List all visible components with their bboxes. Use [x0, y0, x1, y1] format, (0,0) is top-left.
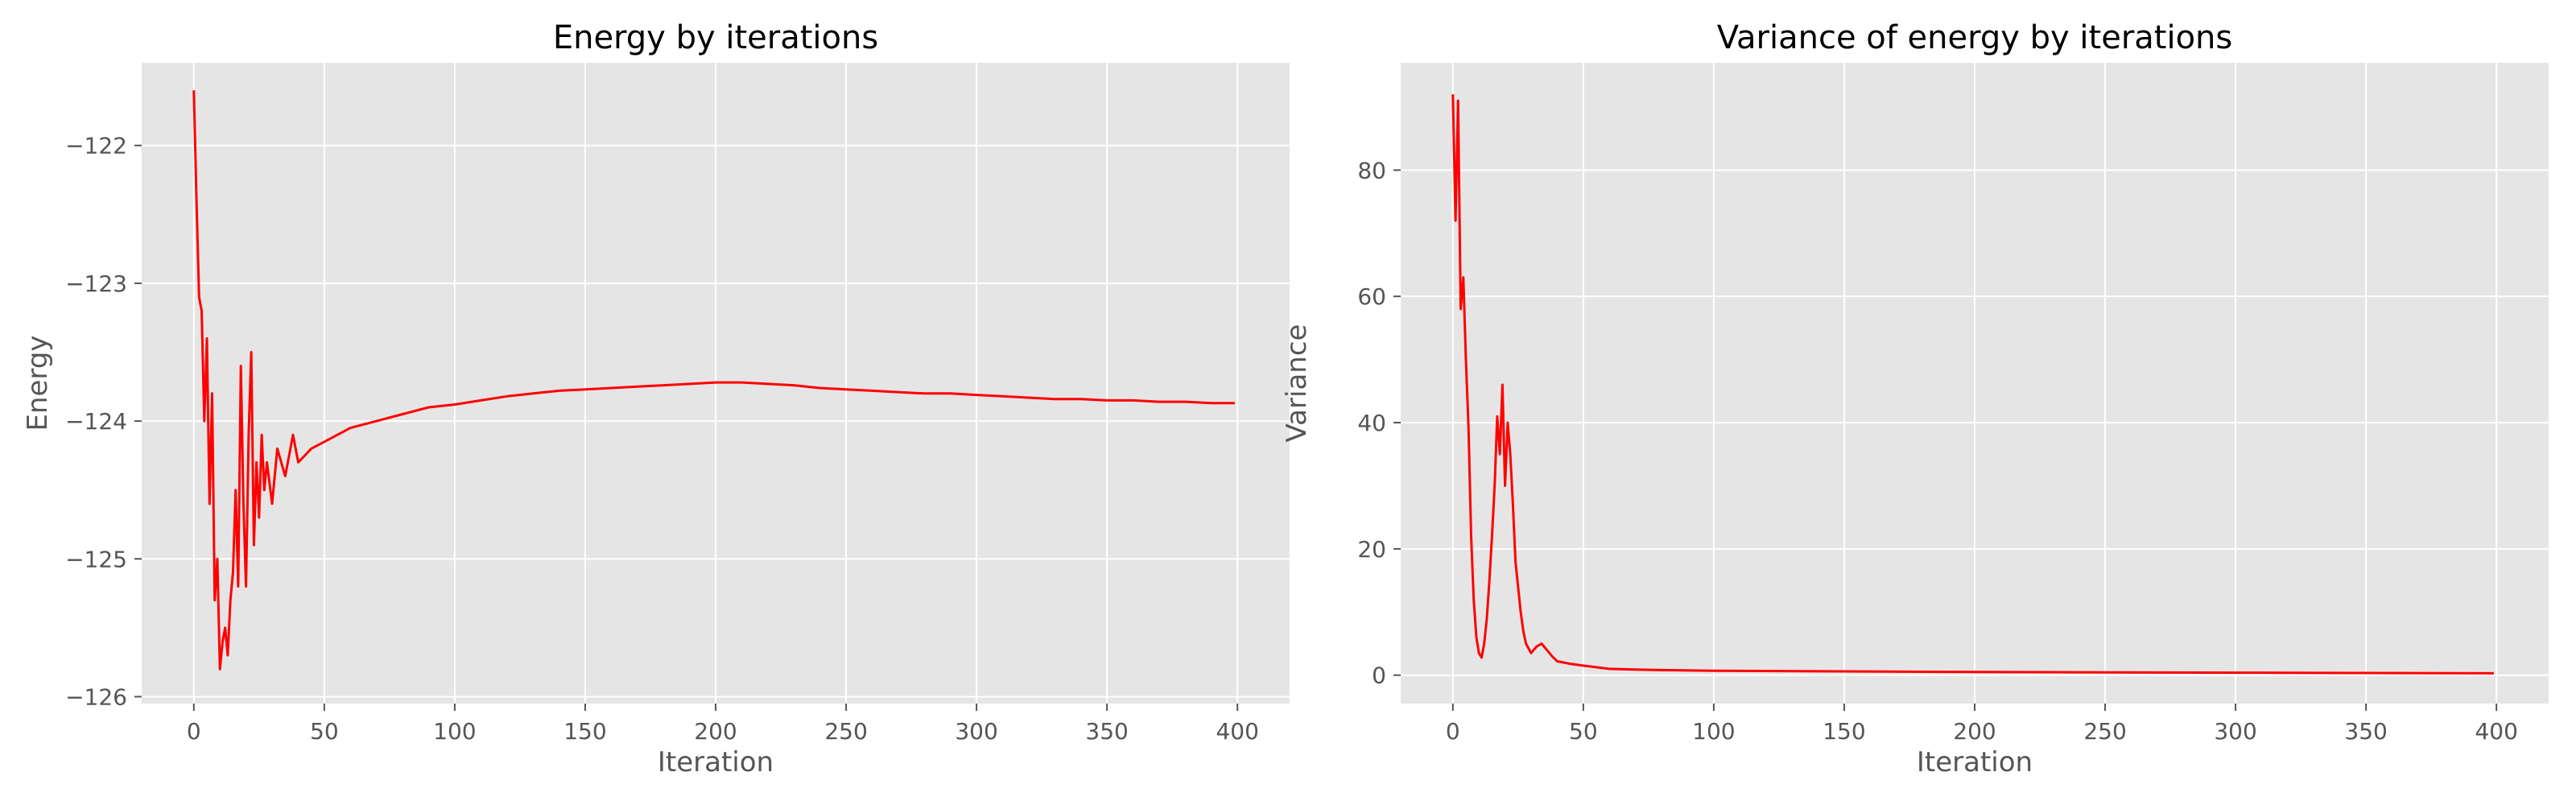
- variance-x-tick-label: 300: [2214, 718, 2256, 745]
- variance-chart-title: Variance of energy by iterations: [1717, 19, 2232, 56]
- energy-y-tick-label: −125: [65, 546, 127, 572]
- variance-y-tick-label: 80: [1357, 157, 1386, 184]
- variance-y-tick-label: 60: [1357, 283, 1386, 310]
- energy-x-tick-label: 350: [1085, 718, 1128, 745]
- variance-x-tick-label: 350: [2344, 718, 2387, 745]
- variance-x-tick-label: 100: [1692, 718, 1735, 745]
- variance-y-axis-label: Variance: [1281, 324, 1313, 443]
- energy-gridlines: [142, 63, 1290, 704]
- variance-x-axis-label: Iteration: [1917, 746, 2033, 778]
- energy-chart: 0 50 100 150 200 250 300 350 400 −126 −125 −124 −123…: [22, 19, 1290, 778]
- variance-x-tick-label: 0: [1446, 718, 1460, 745]
- energy-x-tick-label: 300: [955, 718, 997, 745]
- energy-y-tick-label: −126: [65, 683, 127, 710]
- energy-y-tick-label: −123: [65, 270, 127, 297]
- variance-y-tick-label: 20: [1357, 536, 1386, 563]
- variance-x-tick-label: 50: [1569, 718, 1598, 745]
- variance-line: [1451, 94, 2494, 675]
- energy-x-tick-label: 150: [564, 718, 606, 745]
- energy-x-tick-label: 200: [694, 718, 737, 745]
- energy-y-axis-label: Energy: [22, 335, 54, 431]
- variance-y-tick-label: 0: [1372, 663, 1386, 689]
- energy-chart-title: Energy by iterations: [553, 19, 878, 56]
- variance-x-tick-label: 150: [1823, 718, 1865, 745]
- variance-ticks: 0 50 100 150 200 250 300 350 400 0 20 40 60 80: [1357, 157, 2518, 745]
- variance-x-tick-label: 400: [2475, 718, 2517, 745]
- variance-chart: 0 50 100 150 200 250 300 350 400 0 20 40 60 80 Varian…: [1281, 19, 2549, 778]
- variance-y-tick-label: 40: [1357, 410, 1386, 436]
- variance-series: [1451, 94, 2494, 675]
- energy-x-tick-label: 400: [1216, 718, 1258, 745]
- variance-x-tick-label: 200: [1953, 718, 1996, 745]
- energy-y-tick-label: −124: [65, 408, 127, 435]
- energy-x-tick-label: 100: [433, 718, 476, 745]
- variance-x-tick-label: 250: [2083, 718, 2126, 745]
- energy-x-tick-label: 50: [310, 718, 339, 745]
- energy-x-tick-label: 0: [187, 718, 201, 745]
- variance-gridlines: [1401, 63, 2549, 704]
- energy-line: [192, 90, 1235, 671]
- energy-x-tick-label: 250: [824, 718, 867, 745]
- energy-series: [192, 90, 1235, 671]
- energy-ticks: 0 50 100 150 200 250 300 350 400 −126 −125 −124 −123…: [65, 133, 1259, 745]
- energy-y-tick-label: −122: [65, 133, 127, 159]
- energy-x-axis-label: Iteration: [658, 746, 774, 778]
